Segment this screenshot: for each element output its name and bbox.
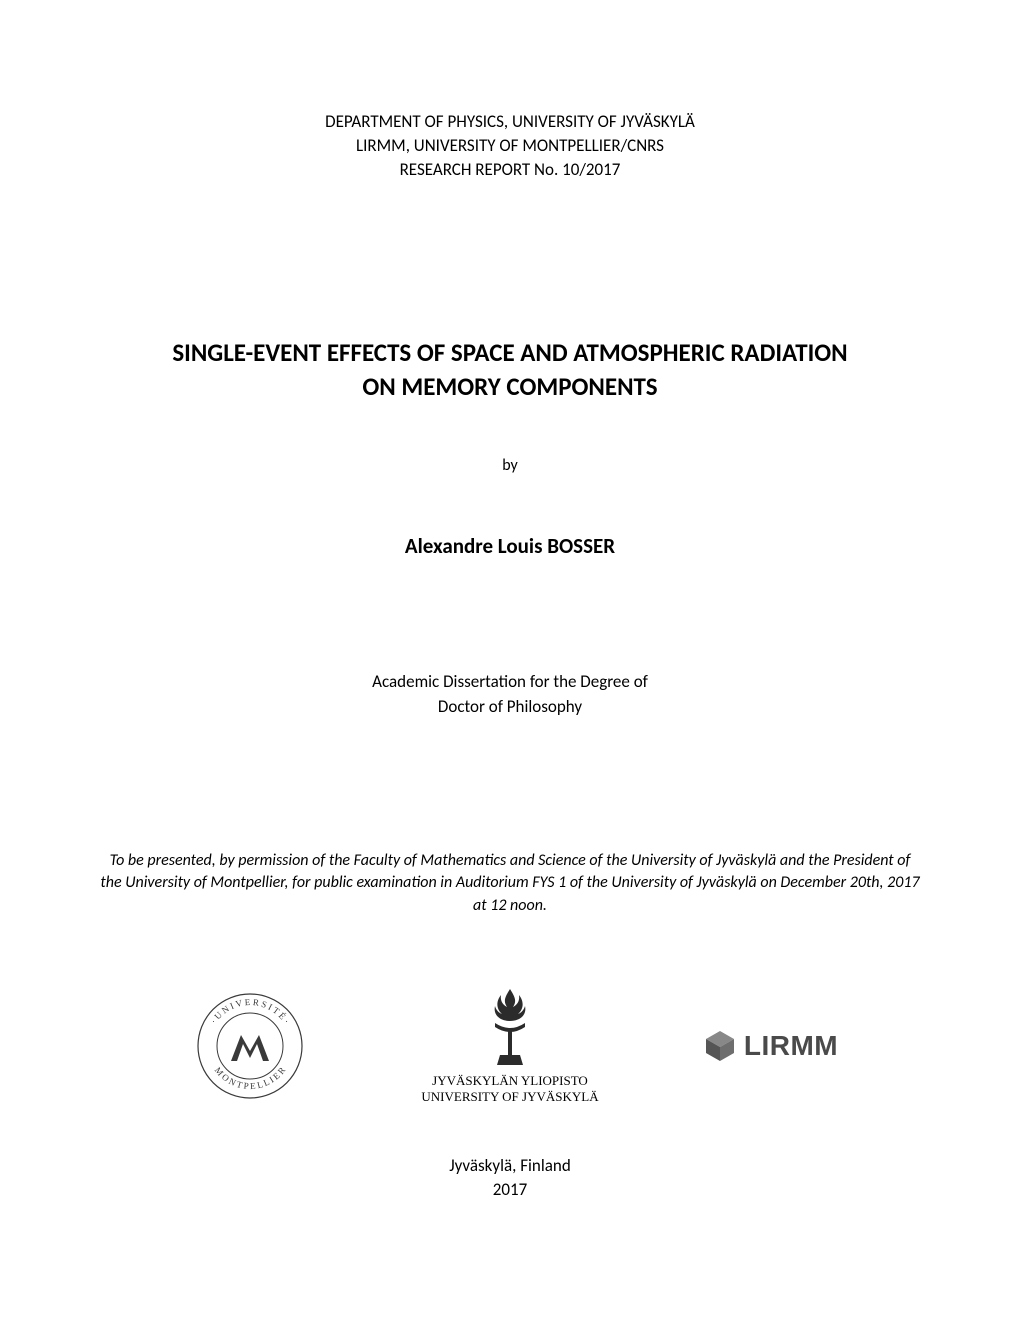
logos-row: · U N I V E R S I T É · M O N T P E L L … [100,987,920,1104]
degree-line-2: Doctor of Philosophy [372,694,648,720]
jyvaskyla-caption-en: UNIVERSITY OF JYVÄSKYLÄ [421,1089,598,1105]
lirmm-text: LIRMM [744,1030,838,1062]
lirmm-logo: LIRMM [640,1028,900,1064]
svg-text:M O N T P E L L I E R: M O N T P E L L I E R [213,1065,288,1091]
header-dept: DEPARTMENT OF PHYSICS, UNIVERSITY OF JYV… [325,110,695,134]
report-header: DEPARTMENT OF PHYSICS, UNIVERSITY OF JYV… [325,110,695,181]
degree-statement: Academic Dissertation for the Degree of … [372,669,648,720]
lirmm-cube-icon [702,1028,738,1064]
jyvaskyla-logo: JYVÄSKYLÄN YLIOPISTO UNIVERSITY OF JYVÄS… [380,987,640,1104]
degree-line-1: Academic Dissertation for the Degree of [372,669,648,695]
title-line-2: ON MEMORY COMPONENTS [172,370,847,404]
dissertation-title: SINGLE-EVENT EFFECTS OF SPACE AND ATMOSP… [172,336,847,404]
montpellier-seal-icon: · U N I V E R S I T É · M O N T P E L L … [195,991,305,1101]
author-name: Alexandre Louis BOSSER [405,533,615,559]
jyvaskyla-caption: JYVÄSKYLÄN YLIOPISTO UNIVERSITY OF JYVÄS… [421,1073,598,1104]
seal-top-text: · U N I V E R S I T É · [208,997,291,1026]
footer-location: Jyväskylä, Finland [449,1154,571,1178]
title-line-1: SINGLE-EVENT EFFECTS OF SPACE AND ATMOSP… [172,336,847,370]
by-label: by [502,456,518,475]
montpellier-logo: · U N I V E R S I T É · M O N T P E L L … [120,991,380,1101]
jyvaskyla-caption-fi: JYVÄSKYLÄN YLIOPISTO [421,1073,598,1089]
header-report-no: RESEARCH REPORT No. 10/2017 [325,158,695,182]
footer-year: 2017 [449,1178,571,1202]
torch-icon [483,987,538,1067]
footer: Jyväskylä, Finland 2017 [449,1154,571,1202]
svg-text:· U N I V E R S I T É ·: · U N I V E R S I T É · [208,997,291,1026]
presentation-note: To be presented, by permission of the Fa… [100,850,920,917]
header-lab: LIRMM, UNIVERSITY OF MONTPELLIER/CNRS [325,134,695,158]
seal-bottom-text: M O N T P E L L I E R [213,1065,288,1091]
